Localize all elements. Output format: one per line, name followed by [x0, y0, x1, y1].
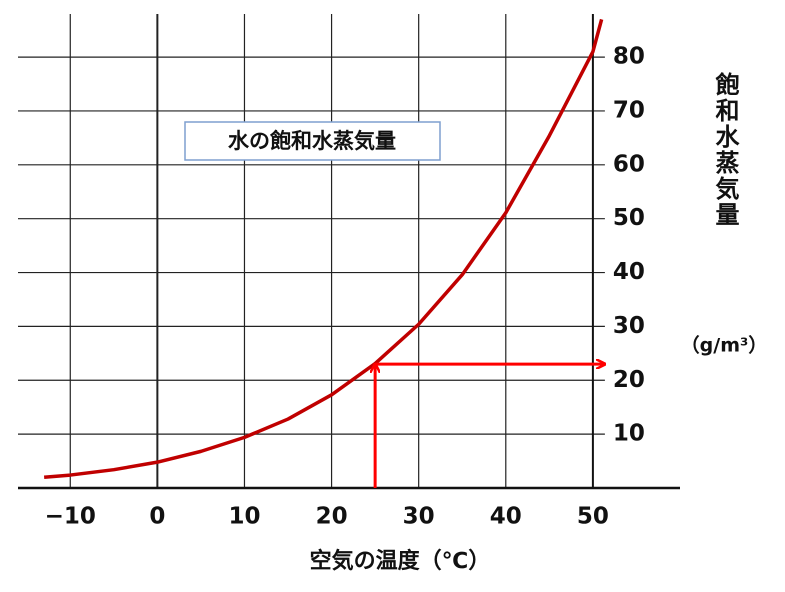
legend-label: 水の飽和水蒸気量: [228, 129, 396, 153]
y-tick-label: 30: [613, 313, 645, 339]
x-axis-label: 空気の温度（℃）: [310, 548, 491, 574]
y-tick-label: 50: [613, 205, 645, 231]
x-tick-label: 0: [149, 504, 165, 530]
y-axis-unit: （g/m³）: [681, 334, 768, 357]
y-axis-label: 飽和水蒸気量: [711, 71, 740, 228]
x-tick-label: 30: [403, 504, 435, 530]
y-tick-label: 60: [613, 151, 645, 177]
y-tick-label: 70: [613, 97, 645, 123]
x-tick-label: 50: [577, 504, 609, 530]
plot: [43, 18, 605, 488]
grid: [18, 14, 680, 490]
x-tick-label: 10: [228, 504, 260, 530]
x-tick-label: −10: [45, 504, 96, 530]
y-tick-label: 20: [613, 367, 645, 393]
y-tick-label: 40: [613, 259, 645, 285]
data-line: [43, 18, 604, 479]
x-tick-label: 20: [316, 504, 348, 530]
legend-box: [184, 121, 441, 161]
y-tick-label: 80: [613, 44, 645, 70]
y-tick-label: 10: [613, 421, 645, 447]
x-tick-label: 40: [490, 504, 522, 530]
